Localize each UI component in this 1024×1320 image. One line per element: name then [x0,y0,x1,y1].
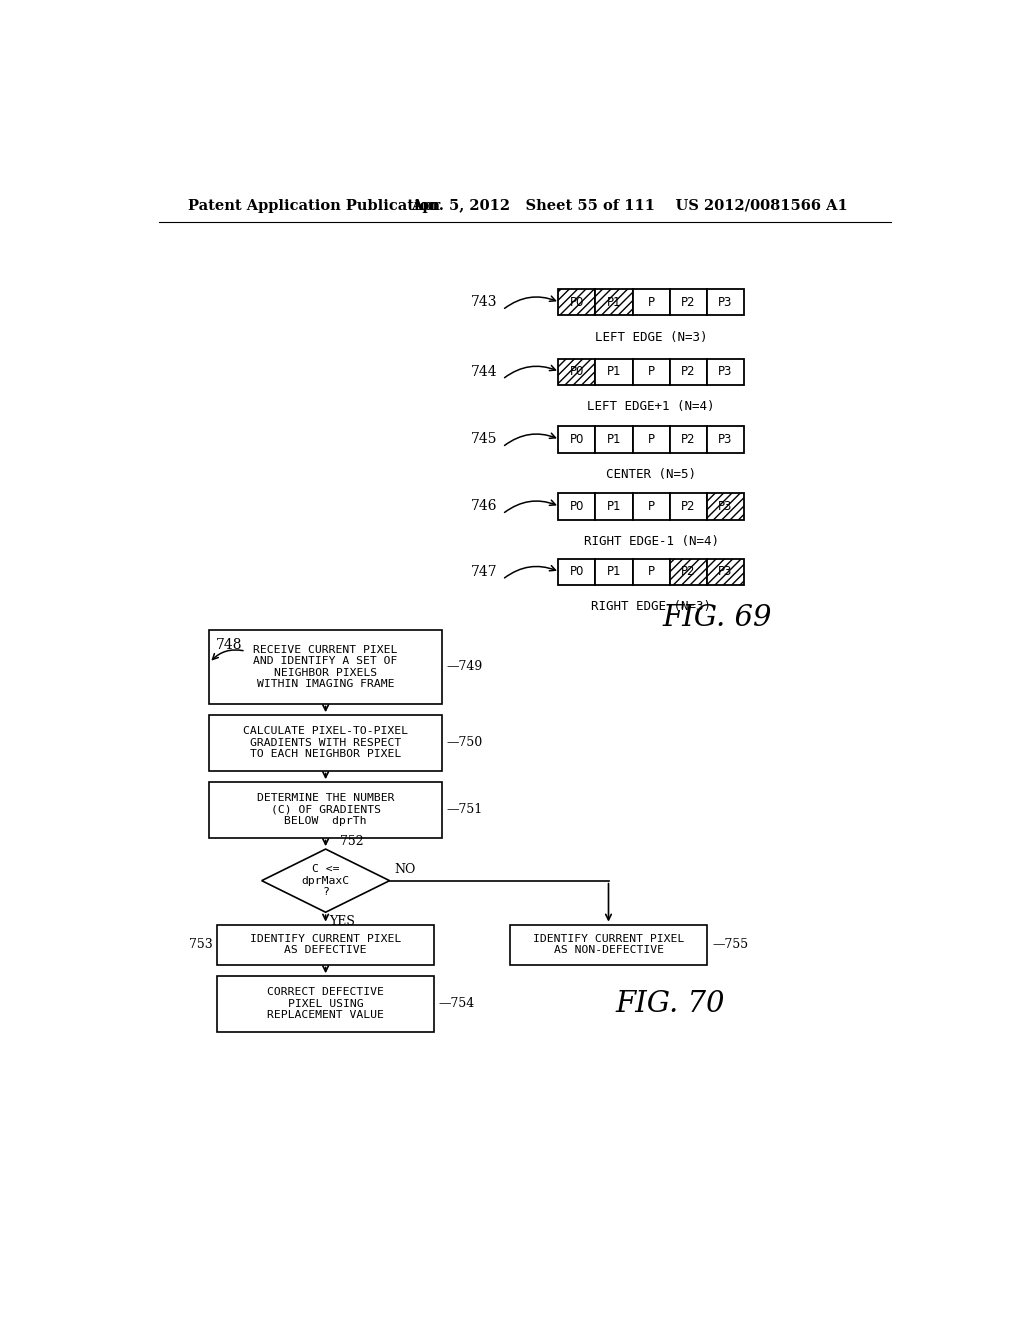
Bar [595,558,633,585]
Text: P0: P0 [569,500,584,513]
Text: —751: —751 [446,804,482,816]
Bar [670,359,707,385]
Bar [558,359,595,385]
Bar [217,977,434,1032]
Text: —754: —754 [438,998,475,1010]
Bar [707,426,744,453]
Text: RIGHT EDGE-1 (N=4): RIGHT EDGE-1 (N=4) [584,535,719,548]
Text: P2: P2 [681,366,695,379]
Text: Apr. 5, 2012   Sheet 55 of 111    US 2012/0081566 A1: Apr. 5, 2012 Sheet 55 of 111 US 2012/008… [411,199,848,213]
Text: P2: P2 [681,500,695,513]
Bar [558,289,595,315]
Text: P1: P1 [606,565,622,578]
Text: —755: —755 [712,939,749,952]
Text: P2: P2 [681,565,695,578]
Text: 753: 753 [188,939,212,952]
Bar [209,715,442,771]
Bar [558,426,595,453]
Bar [633,289,670,315]
Text: CENTER (N=5): CENTER (N=5) [606,469,696,480]
Text: IDENTIFY CURRENT PIXEL
AS NON-DEFECTIVE: IDENTIFY CURRENT PIXEL AS NON-DEFECTIVE [532,933,684,956]
Bar [670,494,707,520]
Bar [670,558,707,585]
Text: 743: 743 [471,296,498,309]
Bar [633,494,670,520]
Text: CORRECT DEFECTIVE
PIXEL USING
REPLACEMENT VALUE: CORRECT DEFECTIVE PIXEL USING REPLACEMEN… [267,987,384,1020]
Text: RIGHT EDGE (N=3): RIGHT EDGE (N=3) [591,601,711,614]
Text: P1: P1 [606,366,622,379]
Bar [633,426,670,453]
Bar [595,289,633,315]
Bar [707,359,744,385]
Bar [209,781,442,838]
Text: P3: P3 [719,433,733,446]
Text: FIG. 70: FIG. 70 [615,990,725,1018]
Text: 752: 752 [340,834,364,847]
Bar [595,359,633,385]
Bar [707,494,744,520]
Text: P1: P1 [606,296,622,309]
Bar [558,558,595,585]
Text: LEFT EDGE (N=3): LEFT EDGE (N=3) [595,331,708,345]
Text: 745: 745 [471,433,498,446]
Text: P: P [647,433,654,446]
Bar [558,289,595,315]
Bar [707,558,744,585]
Bar [217,924,434,965]
Text: P1: P1 [606,500,622,513]
Bar [707,558,744,585]
Text: P: P [647,366,654,379]
Text: 746: 746 [471,499,498,513]
Text: —749: —749 [446,660,482,673]
Text: 744: 744 [471,364,498,379]
Text: LEFT EDGE+1 (N=4): LEFT EDGE+1 (N=4) [588,400,715,413]
Text: P3: P3 [719,366,733,379]
Text: P2: P2 [681,296,695,309]
Text: P2: P2 [681,433,695,446]
Text: P: P [647,296,654,309]
Text: P0: P0 [569,296,584,309]
Text: P: P [647,500,654,513]
Text: P0: P0 [569,433,584,446]
Bar [595,426,633,453]
Text: RECEIVE CURRENT PIXEL
AND IDENTIFY A SET OF
NEIGHBOR PIXELS
WITHIN IMAGING FRAME: RECEIVE CURRENT PIXEL AND IDENTIFY A SET… [253,644,397,689]
Text: CALCULATE PIXEL-TO-PIXEL
GRADIENTS WITH RESPECT
TO EACH NEIGHBOR PIXEL: CALCULATE PIXEL-TO-PIXEL GRADIENTS WITH … [243,726,409,759]
Text: IDENTIFY CURRENT PIXEL
AS DEFECTIVE: IDENTIFY CURRENT PIXEL AS DEFECTIVE [250,933,401,956]
Text: P3: P3 [719,500,733,513]
Bar [209,631,442,704]
Text: 747: 747 [471,565,498,579]
Bar [707,494,744,520]
Text: P3: P3 [719,565,733,578]
Bar [670,289,707,315]
Bar [558,359,595,385]
Text: P: P [647,565,654,578]
Bar [670,426,707,453]
Text: C <=
dprMaxC
?: C <= dprMaxC ? [301,865,349,898]
Text: P0: P0 [569,565,584,578]
Bar [633,558,670,585]
Polygon shape [262,849,389,912]
Bar [670,558,707,585]
Text: P1: P1 [606,433,622,446]
Bar [633,359,670,385]
Bar [595,494,633,520]
Bar [558,494,595,520]
Text: P0: P0 [569,366,584,379]
Text: YES: YES [330,915,355,928]
Text: FIG. 69: FIG. 69 [663,605,772,632]
Text: —750: —750 [446,737,482,750]
Bar [707,289,744,315]
Text: NO: NO [394,863,416,876]
Text: DETERMINE THE NUMBER
(C) OF GRADIENTS
BELOW  dprTh: DETERMINE THE NUMBER (C) OF GRADIENTS BE… [257,793,394,826]
Text: Patent Application Publication: Patent Application Publication [188,199,440,213]
Text: P3: P3 [719,296,733,309]
Bar [595,289,633,315]
Bar [510,924,708,965]
Text: 748: 748 [216,638,243,652]
